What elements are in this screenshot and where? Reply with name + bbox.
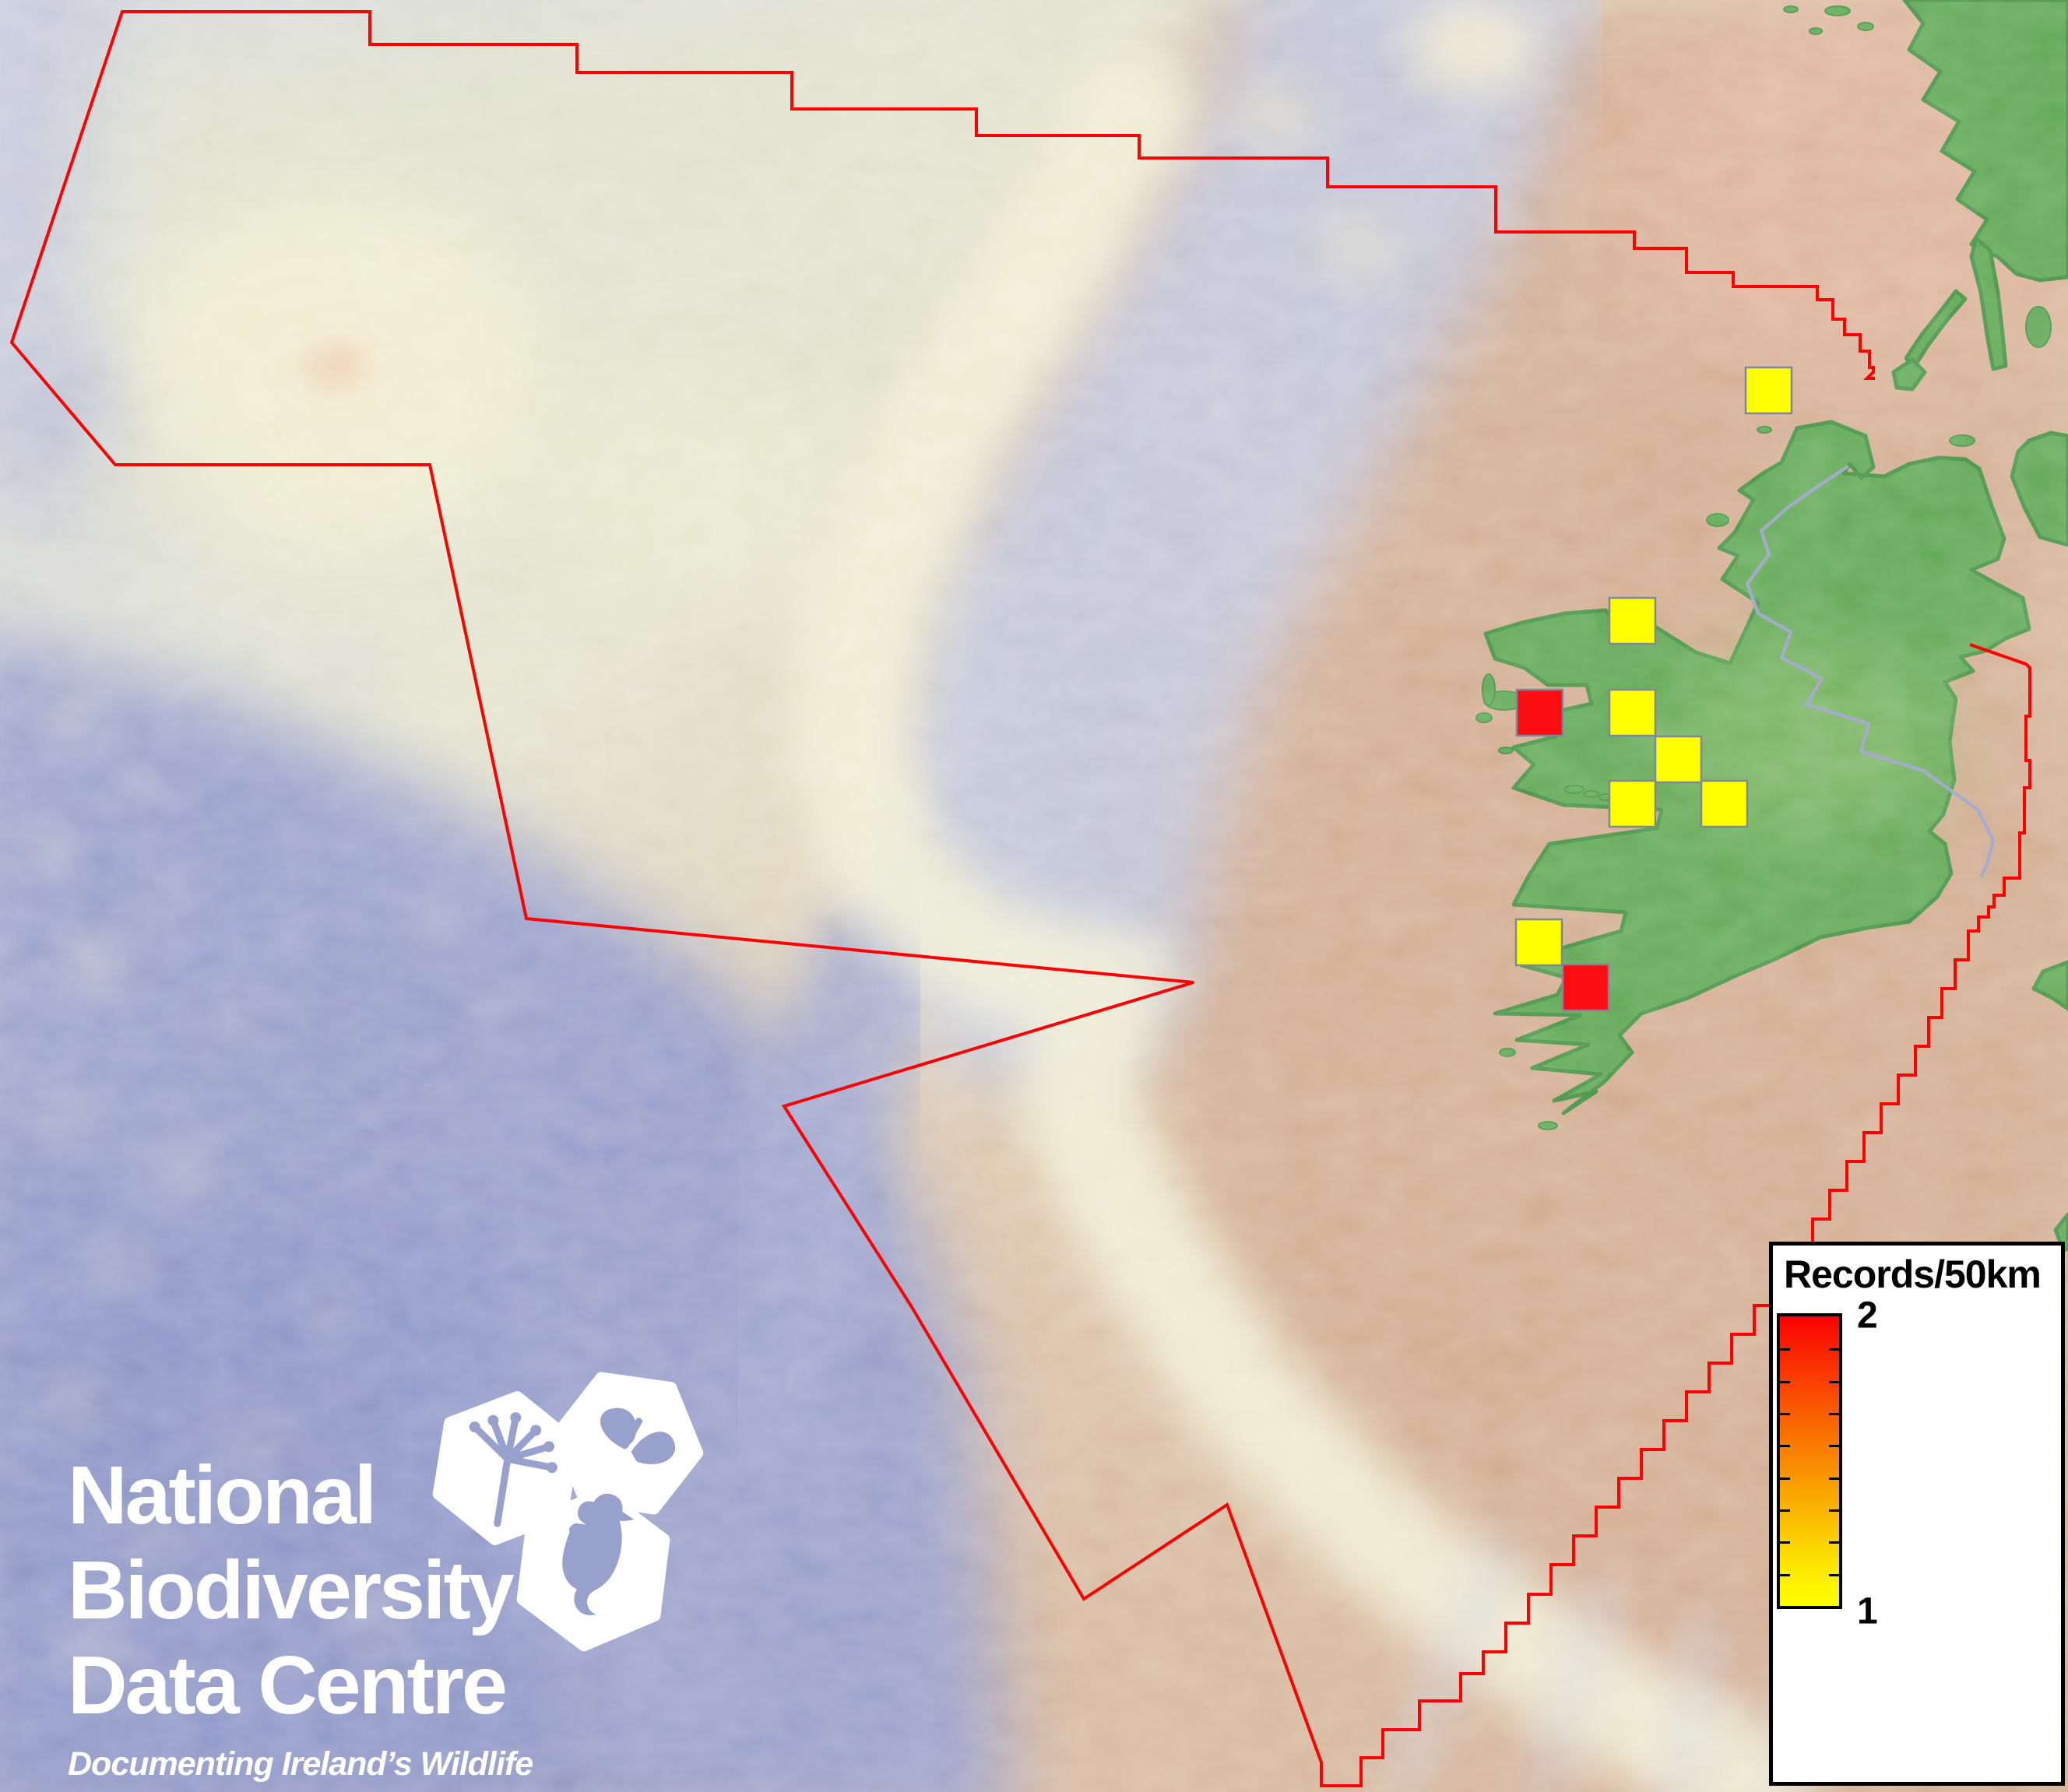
record-cell-1	[1608, 688, 1657, 737]
legend-tick	[1780, 1509, 1790, 1512]
record-cell-1	[1608, 779, 1657, 828]
legend-title: Records/50km	[1784, 1253, 2042, 1296]
eez-boundary-line	[9, 10, 2031, 1787]
nbdc-logo-hexagons	[432, 1372, 704, 1652]
record-cell-1	[1654, 735, 1703, 784]
legend-tick	[1780, 1574, 1790, 1576]
record-cell-1	[1608, 596, 1657, 645]
nbdc-logo: National Biodiversity Data Centre Docume…	[68, 1448, 533, 1783]
record-cell-2	[1515, 688, 1564, 737]
record-cell-1	[1700, 779, 1749, 828]
legend-tick	[1829, 1509, 1839, 1512]
logo-tagline: Documenting Ireland’s Wildlife	[68, 1745, 533, 1783]
seahorse-icon	[516, 1487, 670, 1652]
legend-tick	[1829, 1478, 1839, 1480]
legend-tick	[1780, 1381, 1790, 1383]
record-cell-1	[1514, 918, 1563, 967]
legend-tick	[1829, 1445, 1839, 1447]
legend-color-bar	[1777, 1313, 1842, 1609]
butterfly-icon	[551, 1372, 704, 1515]
logo-line-1: National	[68, 1449, 377, 1541]
legend-tick	[1829, 1381, 1839, 1383]
legend-panel: Records/50km 2 1	[1769, 1242, 2065, 1786]
logo-line-2: Biodiversity	[68, 1544, 515, 1636]
record-cell-2	[1561, 963, 1610, 1012]
legend-tick	[1829, 1574, 1839, 1576]
legend-tick	[1780, 1348, 1790, 1351]
ni-border-line	[1745, 465, 1996, 878]
legend-max-label: 2	[1857, 1295, 1878, 1337]
legend-tick	[1780, 1541, 1790, 1544]
logo-line-3: Data Centre	[68, 1639, 508, 1731]
legend-tick	[1829, 1541, 1839, 1544]
legend-tick	[1780, 1445, 1790, 1447]
legend-tick	[1829, 1348, 1839, 1351]
record-grid-squares	[1514, 366, 1793, 1012]
legend-tick	[1780, 1478, 1790, 1480]
legend-min-label: 1	[1857, 1590, 1878, 1632]
record-cell-1	[1744, 366, 1793, 415]
legend-tick	[1829, 1413, 1839, 1415]
legend-tick	[1780, 1413, 1790, 1415]
